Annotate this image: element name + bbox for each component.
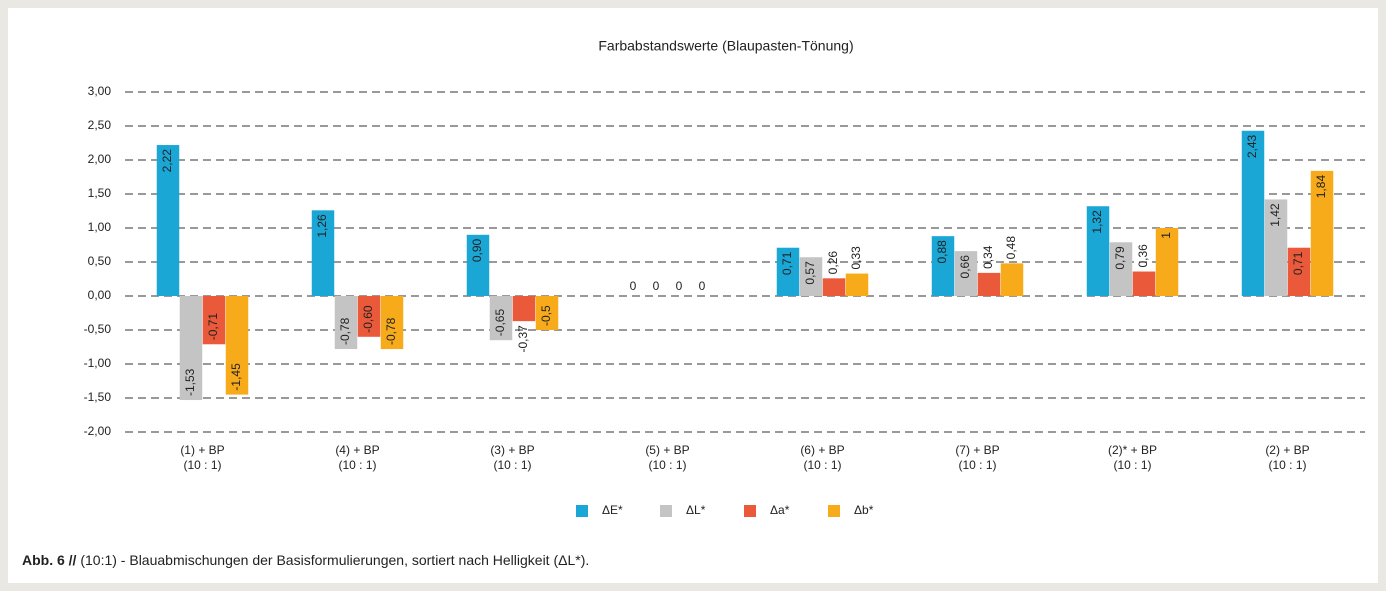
x-tick-label: (4) + BP (10 : 1) xyxy=(335,443,380,472)
bar xyxy=(822,278,846,296)
x-tick-label: (5) + BP (10 : 1) xyxy=(645,443,690,472)
bar xyxy=(380,296,404,350)
data-label: 1 xyxy=(1159,232,1173,239)
bar xyxy=(1132,271,1156,296)
y-tick-label: -1,00 xyxy=(84,356,112,370)
caption: Abb. 6 // (10:1) - Blauabmischungen der … xyxy=(22,552,589,568)
data-label: 1,84 xyxy=(1314,175,1328,199)
bar xyxy=(1287,247,1311,296)
data-label: 0,79 xyxy=(1113,246,1127,270)
bar xyxy=(489,296,513,341)
bar xyxy=(1109,242,1133,296)
data-label: 0,33 xyxy=(849,246,863,270)
y-tick-label: 0,50 xyxy=(88,254,112,268)
data-label: 0 xyxy=(630,279,637,293)
data-label: -0,65 xyxy=(493,309,507,337)
y-tick-label: 2,00 xyxy=(88,152,112,166)
bar xyxy=(1241,130,1265,296)
data-label: -0,5 xyxy=(539,305,553,326)
bar xyxy=(1264,199,1288,296)
bar xyxy=(1000,263,1024,296)
data-label: -0,60 xyxy=(361,305,375,333)
x-tick-label: (2) + BP (10 : 1) xyxy=(1265,443,1310,472)
bar xyxy=(156,145,180,296)
data-label: 1,32 xyxy=(1090,210,1104,234)
legend-label: ΔL* xyxy=(686,503,706,517)
bar xyxy=(1155,228,1179,296)
data-label: 0,57 xyxy=(803,261,817,285)
data-label: 0 xyxy=(676,279,683,293)
y-tick-label: 1,50 xyxy=(88,186,112,200)
x-tick-label: (2)* + BP (10 : 1) xyxy=(1107,443,1158,472)
x-tick-label: (7) + BP (10 : 1) xyxy=(955,443,1000,472)
bar xyxy=(357,296,381,337)
x-tick-label: (6) + BP (10 : 1) xyxy=(800,443,845,472)
y-tick-label: 1,00 xyxy=(88,220,112,234)
bar xyxy=(1310,170,1334,296)
y-tick-label: 0,00 xyxy=(88,288,112,302)
data-label: -0,78 xyxy=(384,317,398,345)
caption-text: (10:1) - Blauabmischungen der Basisformu… xyxy=(80,552,590,568)
y-tick-label: 2,50 xyxy=(88,118,112,132)
bar xyxy=(954,251,978,296)
bar xyxy=(225,296,249,395)
y-tick-label: -2,00 xyxy=(84,424,112,438)
bar xyxy=(334,296,358,350)
data-label: 0,34 xyxy=(981,245,995,269)
legend-label: Δb* xyxy=(854,503,874,517)
data-label: 0,26 xyxy=(826,251,840,275)
caption-label: Abb. 6 // xyxy=(22,552,77,568)
legend-swatch xyxy=(744,505,756,517)
bar xyxy=(535,296,559,330)
data-label: -0,78 xyxy=(338,317,352,345)
x-tick-label: (3) + BP (10 : 1) xyxy=(490,443,535,472)
data-label: -0,37 xyxy=(516,325,530,353)
y-tick-label: 3,00 xyxy=(88,84,112,98)
data-label: 0 xyxy=(699,279,706,293)
bar xyxy=(799,257,823,296)
data-label: 1,26 xyxy=(315,214,329,238)
panel: Farbabstandswerte (Blaupasten-Tönung) -2… xyxy=(8,8,1378,583)
data-label: 0,71 xyxy=(1291,251,1305,275)
data-label: 0,48 xyxy=(1004,236,1018,260)
bar xyxy=(179,296,203,401)
bar xyxy=(466,234,490,296)
bar xyxy=(977,272,1001,296)
data-label: 0,66 xyxy=(958,255,972,279)
data-label: 0 xyxy=(653,279,660,293)
bar xyxy=(776,247,800,296)
data-label: -0,71 xyxy=(206,313,220,341)
data-label: 0,71 xyxy=(780,251,794,275)
data-label: 1,42 xyxy=(1268,203,1282,227)
chart-title: Farbabstandswerte (Blaupasten-Tönung) xyxy=(598,38,853,54)
data-label: 0,90 xyxy=(470,238,484,262)
data-label: 0,36 xyxy=(1136,244,1150,268)
data-label: -1,45 xyxy=(229,363,243,391)
bar xyxy=(1086,206,1110,296)
legend-label: ΔE* xyxy=(602,503,623,517)
data-label: 2,43 xyxy=(1245,134,1259,158)
y-tick-label: -1,50 xyxy=(84,390,112,404)
data-label: 2,22 xyxy=(160,149,174,173)
legend-swatch xyxy=(828,505,840,517)
data-label: -1,53 xyxy=(183,368,197,396)
bar xyxy=(845,273,869,296)
x-tick-label: (1) + BP (10 : 1) xyxy=(180,443,225,472)
data-label: 0,88 xyxy=(935,240,949,264)
bar xyxy=(202,296,226,345)
legend-swatch xyxy=(576,505,588,517)
y-tick-label: -0,50 xyxy=(84,322,112,336)
legend-label: Δa* xyxy=(770,503,790,517)
legend-swatch xyxy=(660,505,672,517)
bar xyxy=(311,210,335,296)
chart: Farbabstandswerte (Blaupasten-Tönung) -2… xyxy=(84,38,1365,517)
bar xyxy=(931,236,955,296)
bar xyxy=(512,296,536,322)
